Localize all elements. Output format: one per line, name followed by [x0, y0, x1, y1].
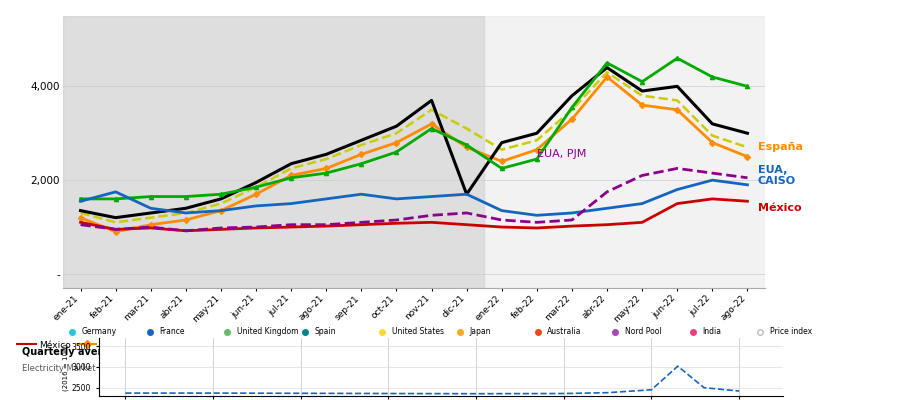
Text: Germany: Germany	[82, 328, 117, 336]
Text: España: España	[758, 142, 803, 152]
Text: Price index: Price index	[770, 328, 812, 336]
Text: Quarterly average wholesale prices and futures prices estimates for selected reg: Quarterly average wholesale prices and f…	[22, 346, 559, 357]
Text: United Kingdom: United Kingdom	[237, 328, 298, 336]
Text: México: México	[758, 203, 802, 213]
Text: Spain: Spain	[314, 328, 336, 336]
Y-axis label: (2016 = 100): (2016 = 100)	[63, 343, 69, 391]
Bar	[484, 16, 765, 288]
Text: France: France	[159, 328, 184, 336]
Text: EUA, PJM: EUA, PJM	[537, 149, 586, 159]
Text: Nord Pool: Nord Pool	[625, 328, 662, 336]
Legend: México, España, Francia, Alemania, Italia, EUA, CAISO, EUA, PJM: México, España, Francia, Alemania, Itali…	[14, 337, 470, 353]
Text: United States: United States	[392, 328, 444, 336]
Bar	[63, 16, 484, 288]
Text: EUA,
CAISO: EUA, CAISO	[758, 165, 796, 186]
Text: Electricity Market Report - July 2022: Electricity Market Report - July 2022	[22, 364, 174, 373]
Text: India: India	[702, 328, 722, 336]
Text: Australia: Australia	[547, 328, 581, 336]
Text: Japan: Japan	[470, 328, 491, 336]
